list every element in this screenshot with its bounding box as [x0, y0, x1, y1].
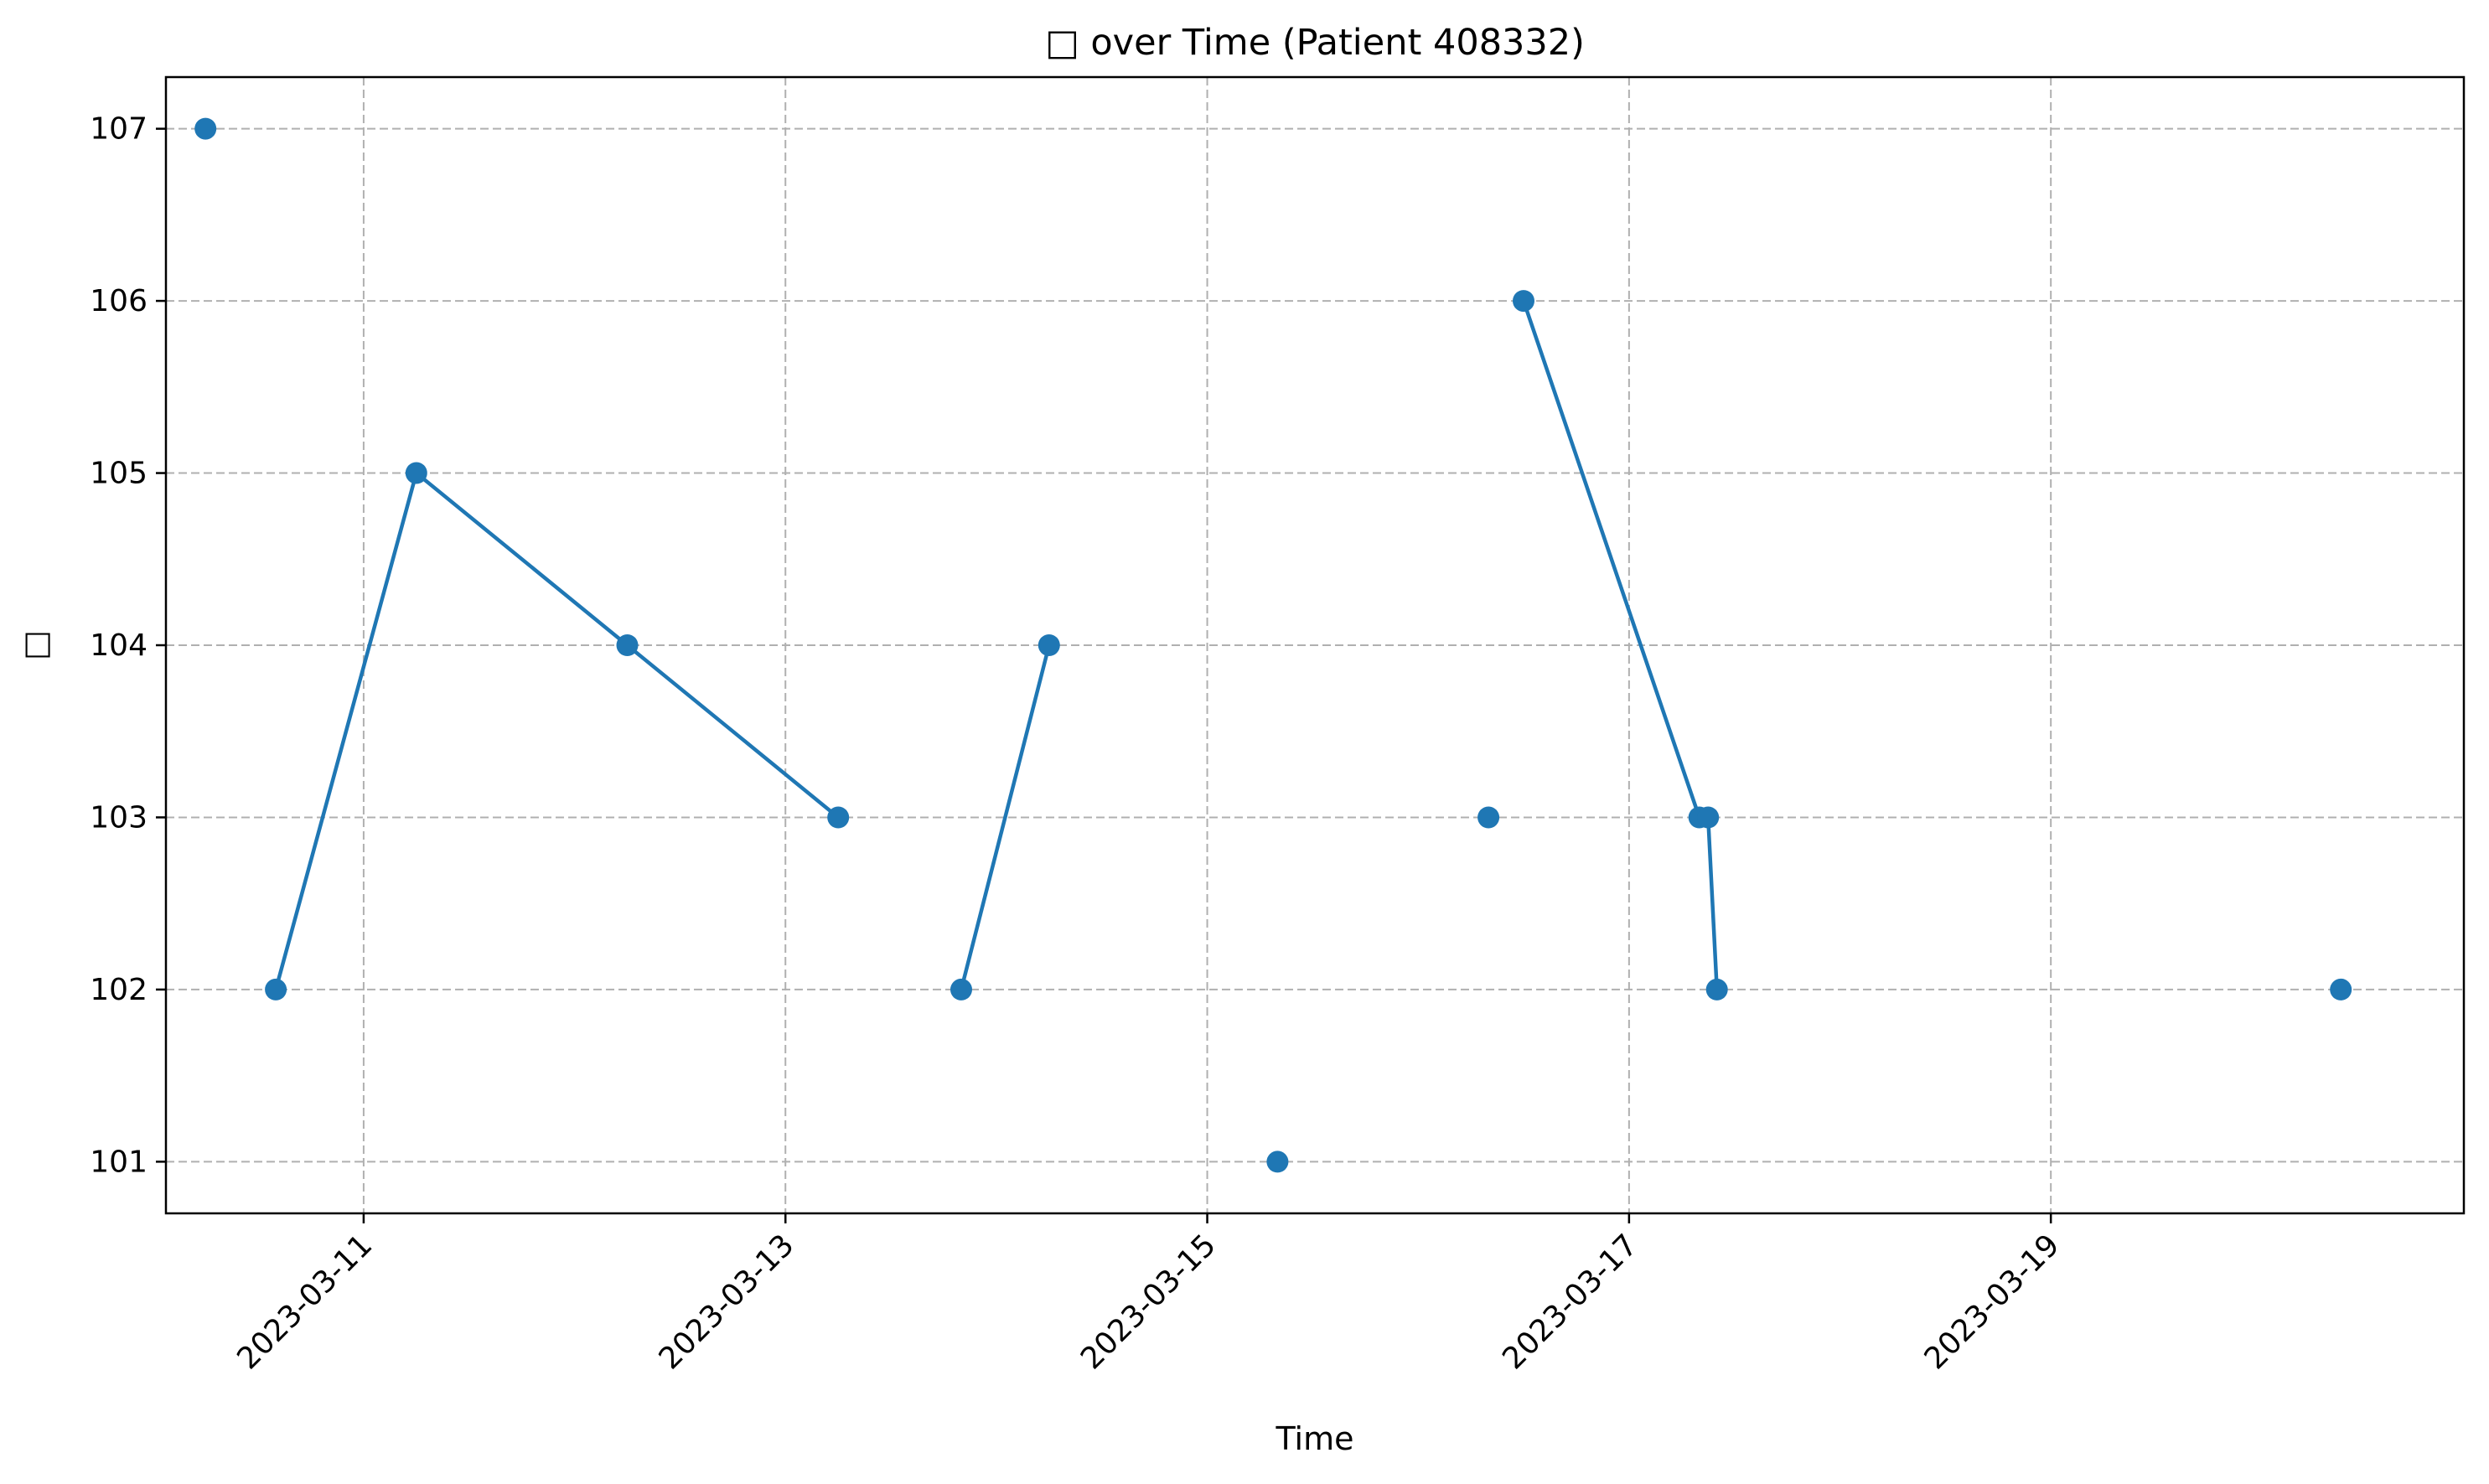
data-point	[1697, 806, 1720, 829]
series-line-segment	[273, 471, 840, 990]
data-point	[194, 117, 217, 140]
data-point	[1266, 1150, 1289, 1173]
data-point	[1038, 634, 1060, 656]
data-point	[265, 978, 287, 1001]
data-point	[1477, 806, 1500, 829]
data-point	[950, 978, 972, 1001]
y-axis-label: □	[17, 630, 54, 660]
x-axis-label: Time	[1276, 1420, 1354, 1457]
y-tick-label: 106	[90, 284, 147, 318]
y-tick-label: 102	[90, 973, 147, 1007]
data-point	[1705, 978, 1728, 1001]
data-point	[2330, 978, 2352, 1001]
data-point	[1513, 290, 1534, 313]
y-tick-label: 107	[90, 112, 147, 147]
series-line-segment	[959, 644, 1051, 990]
data-point	[616, 634, 639, 656]
y-tick-label: 103	[90, 800, 147, 835]
data-point	[405, 462, 427, 484]
data-point	[827, 806, 850, 829]
y-tick-label: 101	[90, 1145, 147, 1179]
y-axis-ticks: 101 102 103 104 105 106 107	[90, 112, 166, 1179]
chart-title: □ over Time (Patient 408332)	[1045, 22, 1585, 64]
series-points	[194, 117, 2352, 1173]
grid-layer	[166, 77, 2464, 1213]
y-tick-label: 105	[90, 457, 147, 491]
y-tick-label: 104	[90, 628, 147, 663]
